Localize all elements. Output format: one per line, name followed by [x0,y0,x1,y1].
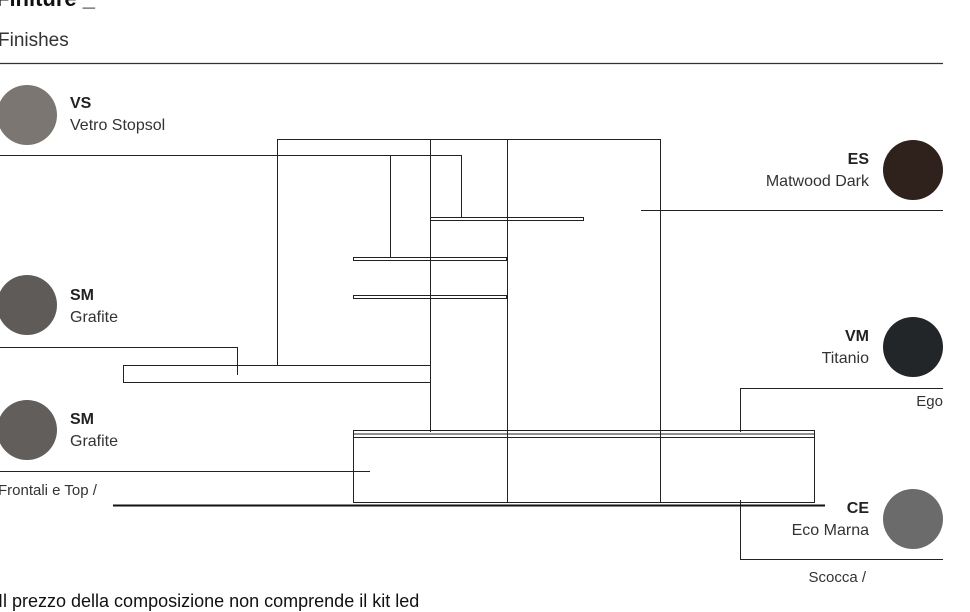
finish-swatch-sm [0,400,57,460]
note-frontali: Frontali e Top / [0,482,97,499]
finish-code: SM [70,411,94,428]
base-unit [353,430,815,503]
finish-swatch-vm [883,317,943,377]
finish-swatch-ce [883,489,943,549]
finish-code: VM [845,328,869,345]
leader-vs [0,155,462,218]
desk [123,365,431,383]
finish-name: Eco Marna [791,522,869,539]
tall-panel [277,139,661,432]
footer-note: Il prezzo della composizione non compren… [0,591,420,611]
finish-code: ES [847,151,869,168]
finish-swatch-es [883,140,943,200]
shelf [353,295,507,299]
note-scocca: Scocca / [808,569,866,586]
finish-name: Matwood Dark [765,173,869,190]
finish-code: CE [846,500,869,517]
finish-swatch-vs [0,85,57,145]
page-title: Finiture _ [0,0,95,12]
shelf [353,257,507,261]
finish-name: Grafite [70,309,119,326]
shelf [430,217,584,221]
finish-code: SM [70,287,94,304]
leader-ce [740,500,943,560]
finish-name: Grafite [70,433,119,450]
leader-sm-1 [0,347,238,375]
finish-name: Vetro Stopsol [70,117,166,134]
note-ego: Ego [916,393,943,410]
finish-code: VS [70,95,92,112]
leader-vm [740,388,943,432]
finish-name: Titanio [821,350,869,367]
finish-swatch-sm [0,275,57,335]
page-subtitle: Finishes [0,30,69,51]
